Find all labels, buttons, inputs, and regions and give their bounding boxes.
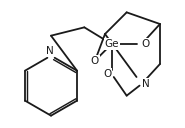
Text: O: O [142, 39, 150, 49]
Text: N: N [142, 79, 149, 89]
Text: N: N [46, 46, 54, 56]
Text: O: O [91, 56, 99, 66]
Text: O: O [103, 69, 112, 79]
Text: Ge: Ge [104, 39, 119, 49]
